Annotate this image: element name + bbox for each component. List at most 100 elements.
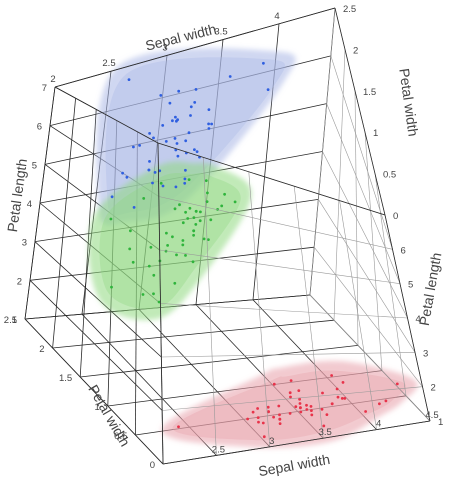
point-series2-38 [183, 181, 187, 185]
tick-right-petal-width-2.5: 2.5 [343, 4, 356, 15]
point-series1-38 [202, 237, 206, 241]
point-series2-8 [132, 145, 135, 149]
point-series2-12 [173, 137, 177, 140]
point-series0-26 [288, 391, 292, 395]
point-series0-4 [320, 407, 324, 411]
point-series1-25 [198, 219, 202, 223]
point-series1-29 [173, 281, 177, 285]
point-series2-34 [158, 169, 162, 173]
point-series0-30 [266, 405, 270, 409]
point-series2-15 [187, 131, 191, 135]
point-series0-46 [340, 397, 344, 400]
tick-left-petal-length-1: 1 [12, 315, 17, 326]
point-series0-17 [305, 403, 308, 407]
tick-left-petal-width-1: 1 [95, 402, 100, 413]
tick-left-petal-length-6: 6 [37, 122, 42, 133]
front-frame [54, 7, 431, 465]
point-series2-13 [121, 171, 124, 175]
tick-left-petal-width-0.5: 0.5 [114, 431, 127, 442]
front-line [248, 171, 271, 447]
point-series0-40 [305, 408, 309, 411]
axis-label-petal-width-bottom: Petal width [85, 382, 133, 449]
point-series2-44 [193, 101, 197, 104]
point-series0-5 [341, 381, 345, 384]
point-series1-18 [109, 217, 113, 221]
density-surface-1 [89, 162, 251, 320]
tick-bottom-sepal-width-4: 4 [376, 419, 381, 430]
point-series0-42 [278, 417, 282, 421]
front-line [161, 352, 416, 358]
point-series1-6 [223, 192, 227, 196]
point-series2-20 [189, 114, 192, 117]
point-series1-34 [194, 209, 198, 213]
point-series1-36 [205, 200, 209, 204]
point-series1-43 [141, 293, 145, 296]
point-series1-5 [181, 221, 185, 225]
point-series2-21 [153, 171, 157, 174]
point-series1-13 [188, 206, 192, 210]
point-series2-49 [184, 168, 187, 172]
point-series0-43 [289, 379, 293, 382]
point-series1-37 [129, 229, 132, 233]
tick-bottom-sepal-width-4.5: 4.5 [425, 410, 438, 421]
tick-right-petal-length-3: 3 [423, 348, 428, 359]
point-series2-11 [148, 160, 151, 163]
point-series1-7 [152, 292, 155, 296]
tick-right-petal-length-1: 1 [438, 417, 443, 428]
point-series0-27 [309, 405, 313, 408]
point-series1-2 [206, 191, 209, 195]
front-line [326, 103, 401, 284]
tick-top-sepal-width-2.5: 2.5 [102, 58, 115, 69]
front-line [354, 90, 359, 346]
tick-left-petal-width-0: 0 [150, 460, 155, 471]
frame-edge [334, 7, 386, 216]
point-series2-26 [161, 184, 165, 188]
point-series0-16 [343, 397, 347, 400]
point-series2-24 [207, 122, 211, 126]
point-series2-17 [262, 61, 265, 65]
point-series2-14 [138, 144, 142, 147]
grid-line [29, 280, 163, 411]
point-series1-48 [157, 300, 161, 304]
front-line [339, 200, 377, 430]
front-line [333, 49, 346, 321]
front-line [158, 196, 393, 250]
front-line [162, 386, 423, 411]
point-series2-18 [127, 78, 131, 81]
point-series0-35 [278, 422, 282, 425]
tick-bottom-sepal-width-2.5: 2.5 [212, 444, 225, 455]
point-series1-9 [166, 244, 170, 247]
point-series1-23 [186, 217, 190, 220]
frame-edge [162, 420, 431, 465]
point-series2-27 [183, 177, 187, 181]
point-series0-6 [294, 405, 298, 408]
point-series1-46 [192, 233, 196, 237]
point-series2-19 [110, 195, 114, 199]
tick-left-petal-length-7: 7 [42, 83, 47, 94]
point-series2-9 [228, 75, 232, 78]
tick-left-petal-length-5: 5 [32, 160, 37, 171]
point-series0-19 [336, 395, 340, 399]
point-series0-44 [330, 374, 333, 377]
point-series2-28 [152, 136, 155, 140]
point-series0-48 [330, 402, 334, 406]
point-series0-32 [378, 402, 381, 406]
point-series0-29 [277, 404, 281, 408]
tick-right-petal-length-2: 2 [431, 383, 436, 394]
point-series0-41 [177, 425, 180, 429]
front-line [364, 132, 383, 371]
point-series2-5 [177, 89, 181, 93]
tick-bottom-sepal-width-3: 3 [269, 436, 274, 447]
point-series0-8 [246, 417, 250, 421]
data-points [109, 61, 399, 439]
front-line [203, 157, 217, 456]
point-series0-25 [256, 407, 259, 410]
point-series1-30 [147, 264, 151, 268]
point-series1-3 [128, 247, 132, 251]
point-series0-12 [261, 421, 265, 425]
point-series0-37 [325, 413, 329, 416]
front-line [330, 55, 393, 250]
grid-line [52, 319, 335, 349]
tick-top-sepal-width-2: 2 [50, 74, 55, 85]
